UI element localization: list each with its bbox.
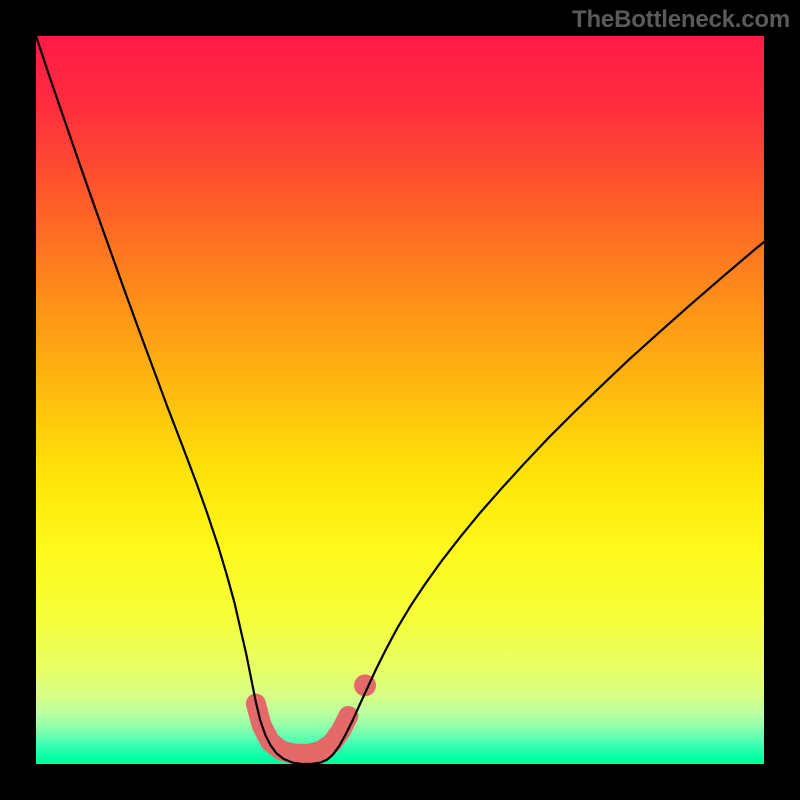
outer-frame: TheBottleneck.com (0, 0, 800, 800)
plot-area (36, 36, 764, 764)
gradient-background (36, 36, 764, 764)
watermark-text: TheBottleneck.com (572, 6, 790, 34)
bottleneck-chart (36, 36, 764, 764)
